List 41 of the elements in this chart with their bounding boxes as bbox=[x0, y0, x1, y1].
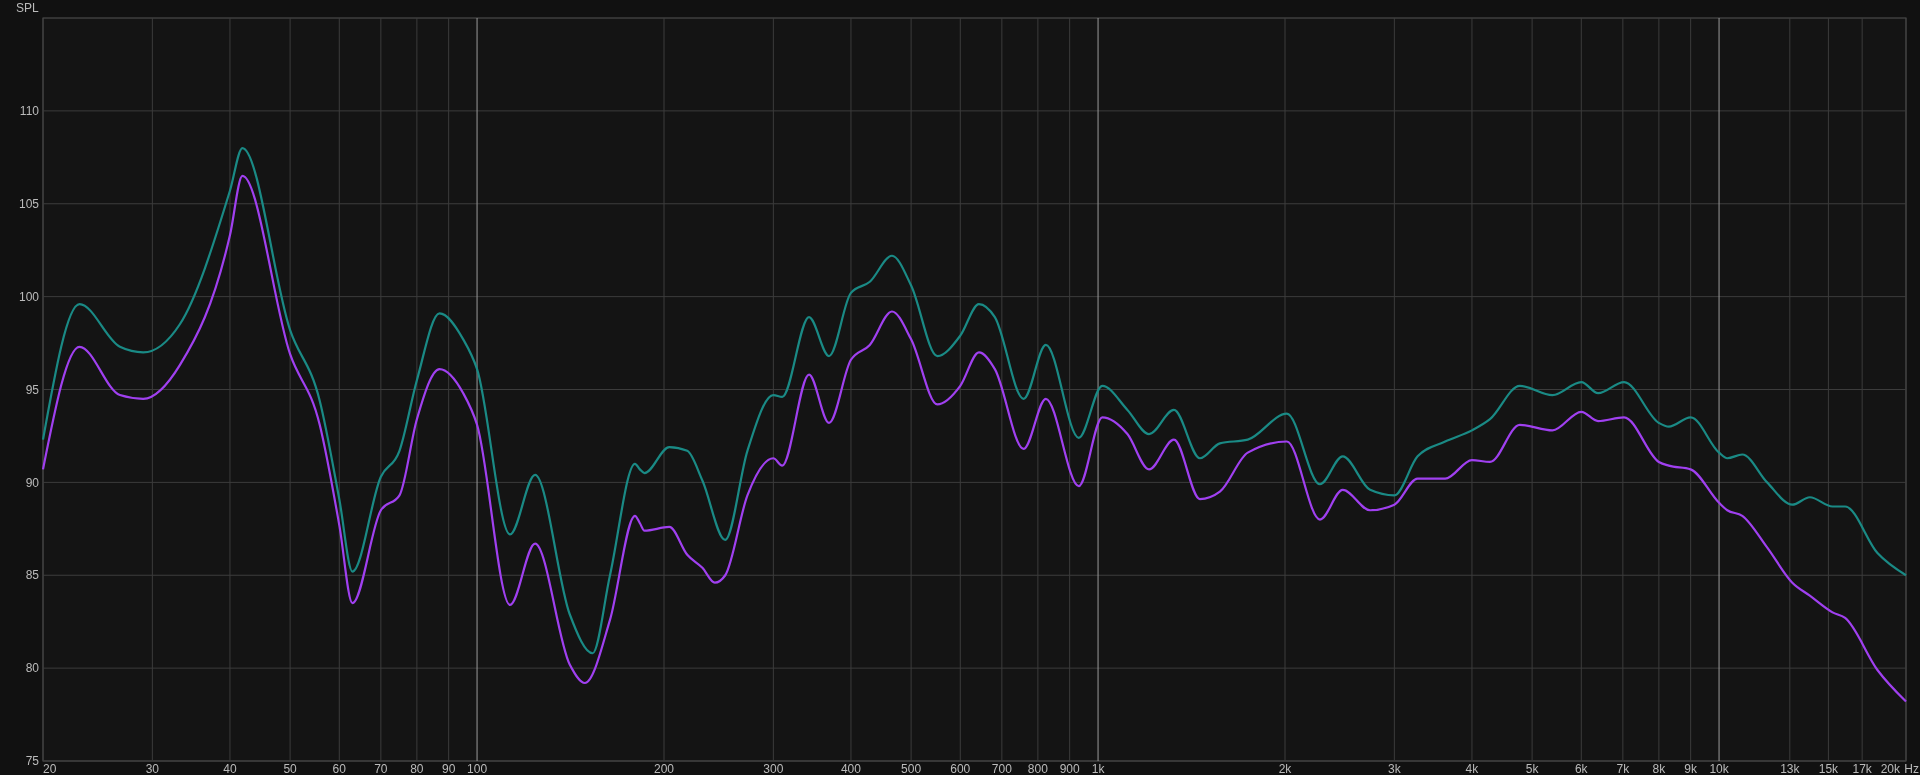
x-tick-label: 70 bbox=[374, 762, 388, 775]
x-tick-label: 50 bbox=[283, 762, 298, 775]
x-tick-label: 100 bbox=[467, 762, 488, 775]
x-tick-label: 4k bbox=[1465, 762, 1480, 775]
x-tick-label: 700 bbox=[991, 762, 1013, 775]
x-tick-label: 40 bbox=[223, 762, 237, 775]
y-tick-label: 85 bbox=[25, 568, 40, 583]
x-tick-label: 200 bbox=[653, 762, 675, 775]
x-tick-label: 9k bbox=[1684, 762, 1698, 775]
y-tick-label: 80 bbox=[25, 661, 40, 676]
x-tick-label: 3k bbox=[1388, 762, 1402, 775]
x-tick-label: 7k bbox=[1616, 762, 1631, 775]
y-tick-label: 75 bbox=[25, 754, 40, 769]
x-axis-title: Hz bbox=[1904, 762, 1919, 775]
x-tick-label: 10k bbox=[1709, 762, 1730, 775]
x-tick-label: 13k bbox=[1780, 762, 1801, 775]
x-tick-label: 20k bbox=[1880, 762, 1901, 775]
x-tick-label: 15k bbox=[1818, 762, 1840, 775]
x-tick-label: 60 bbox=[332, 762, 347, 775]
x-tick-label: 600 bbox=[950, 762, 971, 775]
x-tick-label: 90 bbox=[441, 762, 456, 775]
x-tick-label: 400 bbox=[840, 762, 862, 775]
x-tick-label: 5k bbox=[1525, 762, 1540, 775]
x-tick-label: 80 bbox=[410, 762, 424, 775]
y-tick-label: 110 bbox=[19, 104, 40, 119]
x-tick-label: 300 bbox=[763, 762, 784, 775]
y-tick-label: 105 bbox=[18, 196, 40, 211]
x-tick-label: 30 bbox=[145, 762, 160, 775]
y-tick-label: 100 bbox=[18, 289, 40, 304]
y-axis-title: SPL bbox=[16, 1, 40, 15]
y-tick-label: 90 bbox=[25, 475, 40, 490]
x-tick-label: 6k bbox=[1574, 762, 1589, 775]
x-tick-label: 800 bbox=[1027, 762, 1049, 775]
x-tick-label: 500 bbox=[901, 762, 922, 775]
x-tick-label: 17k bbox=[1852, 762, 1873, 775]
y-tick-label: 95 bbox=[25, 382, 40, 397]
x-tick-label: 20 bbox=[43, 762, 57, 775]
x-tick-label: 8k bbox=[1652, 762, 1667, 775]
x-tick-label: 2k bbox=[1278, 762, 1293, 775]
x-tick-label: 1k bbox=[1091, 762, 1106, 775]
x-tick-label: 900 bbox=[1059, 762, 1080, 775]
